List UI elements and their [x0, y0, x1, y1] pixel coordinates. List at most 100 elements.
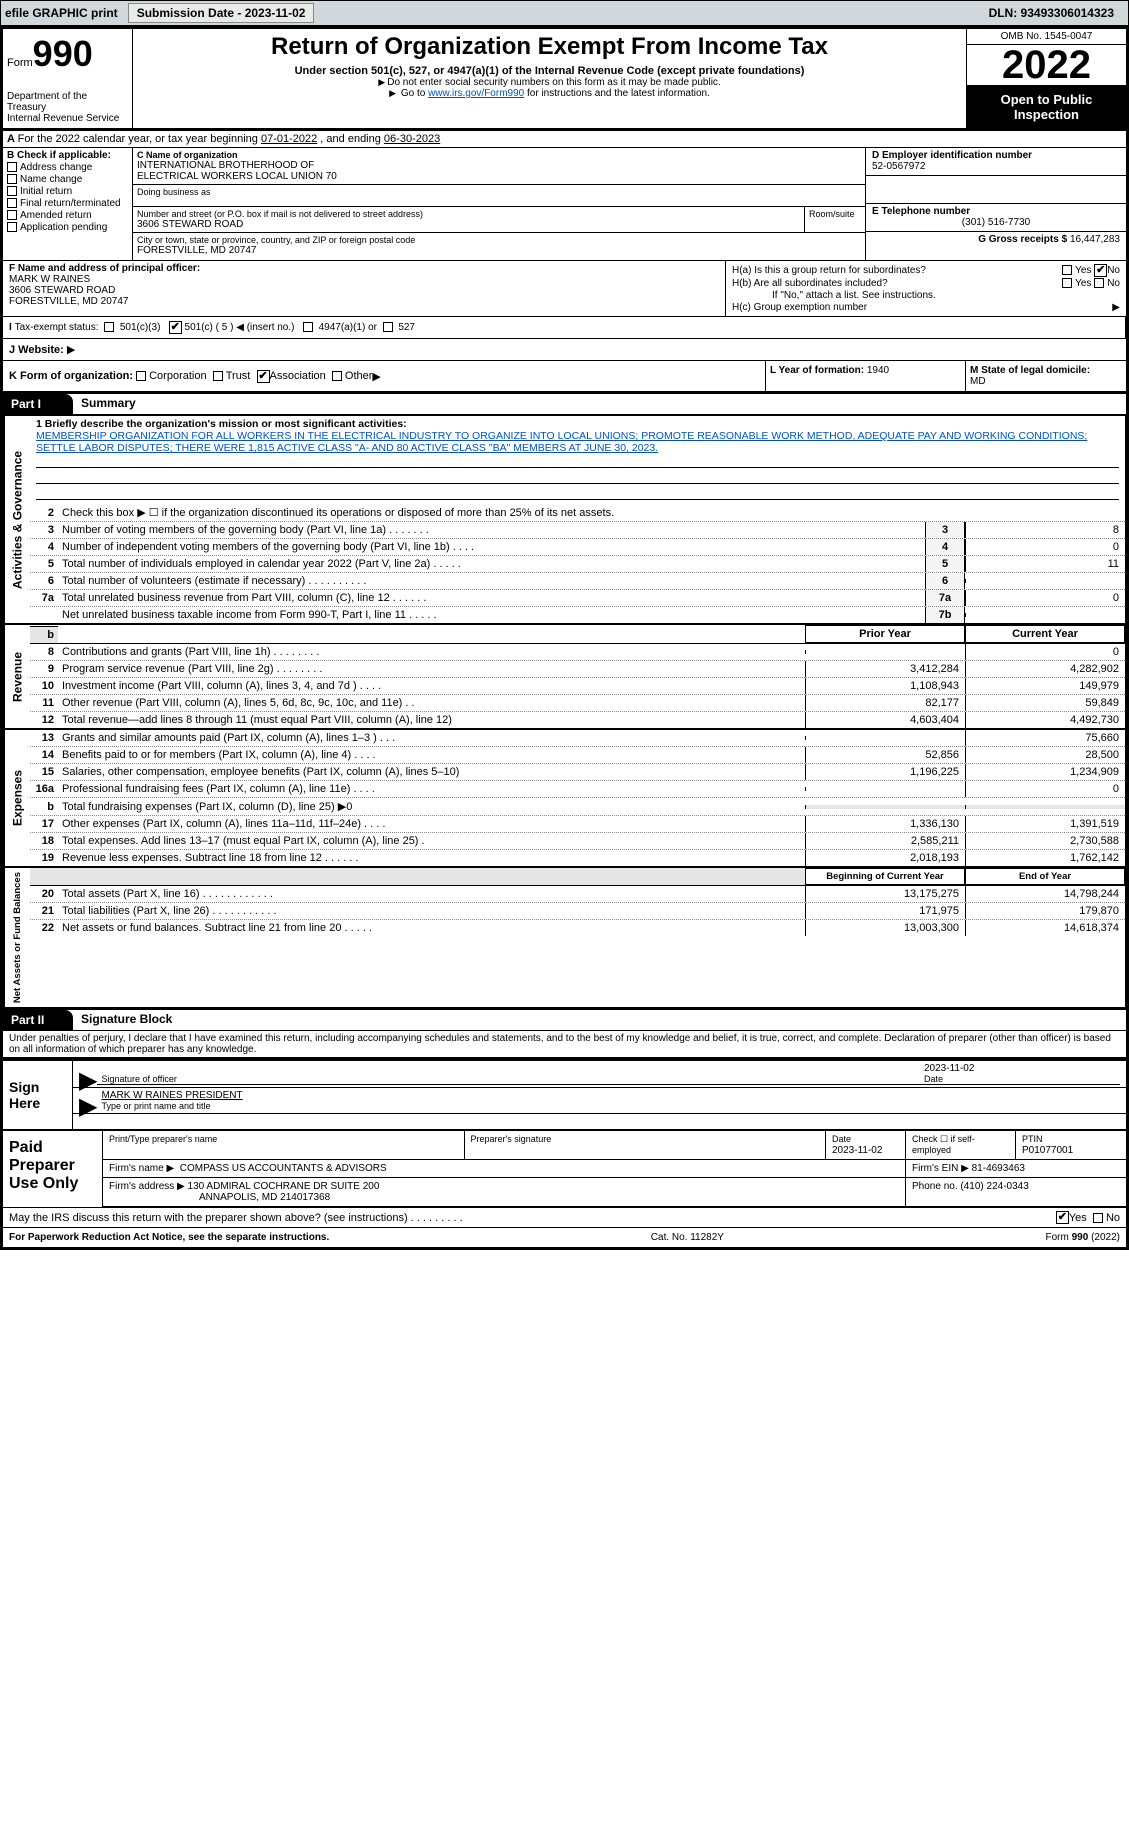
officer-name: MARK W RAINES [9, 274, 719, 285]
hb-no[interactable] [1094, 278, 1104, 288]
line-text: Grants and similar amounts paid (Part IX… [58, 730, 805, 746]
line-text: Total expenses. Add lines 13–17 (must eq… [58, 833, 805, 849]
line-text: Number of independent voting members of … [58, 539, 925, 555]
hb-yes[interactable] [1062, 278, 1072, 288]
firm-ein: 81-4693463 [972, 1163, 1025, 1174]
current-value: 1,234,909 [965, 764, 1125, 780]
line-text: Total assets (Part X, line 16) . . . . .… [58, 886, 805, 902]
firm-name: COMPASS US ACCOUNTANTS & ADVISORS [180, 1163, 387, 1174]
form-number: 990 [33, 33, 93, 74]
ha-yes[interactable] [1062, 265, 1072, 275]
street-label: Number and street (or P.O. box if mail i… [137, 209, 800, 219]
cb-other[interactable] [332, 371, 342, 381]
cb-trust[interactable] [213, 371, 223, 381]
ptin-value: P01077001 [1022, 1145, 1073, 1156]
c-name-label: C Name of organization [137, 150, 861, 160]
prior-value [805, 650, 965, 654]
room-label: Room/suite [809, 209, 861, 219]
state-domicile: MD [970, 376, 986, 387]
ty-begin: 07-01-2022 [261, 133, 317, 145]
hb-label: H(b) Are all subordinates included? [732, 278, 888, 289]
prior-value: 171,975 [805, 903, 965, 919]
d-ein-label: D Employer identification number [872, 150, 1120, 161]
form-word: Form [7, 57, 33, 69]
officer-name-title: MARK W RAINES PRESIDENT [101, 1090, 1116, 1101]
form-header: Form990 Department of the Treasury Inter… [3, 29, 1126, 131]
tax-exempt-status: I Tax-exempt status: 501(c)(3) ✔ 501(c) … [3, 317, 1126, 338]
line-box-no: 4 [925, 539, 965, 555]
street-value: 3606 STEWARD ROAD [137, 219, 800, 230]
cb-527[interactable] [383, 322, 393, 332]
part-ii-title: Signature Block [73, 1010, 180, 1030]
submission-date-button[interactable]: Submission Date - 2023-11-02 [128, 3, 315, 23]
dln-label: DLN: 93493306014323 [989, 6, 1114, 20]
hc-label: H(c) Group exemption number [732, 302, 867, 313]
sign-here-label: Sign Here [3, 1061, 73, 1129]
prior-value [805, 736, 965, 740]
cb-amended[interactable]: Amended return [7, 210, 128, 221]
sig-date-label: Date [924, 1074, 1116, 1084]
prior-value [805, 787, 965, 791]
cb-initial-return[interactable]: Initial return [7, 186, 128, 197]
cb-app-pending[interactable]: Application pending [7, 222, 128, 233]
line-text: Number of voting members of the governin… [58, 522, 925, 538]
line-value [965, 613, 1125, 617]
cb-name-change[interactable]: Name change [7, 174, 128, 185]
ty-end: 06-30-2023 [384, 133, 440, 145]
firm-addr2: ANNAPOLIS, MD 214017368 [109, 1192, 330, 1203]
line-box-no: 7a [925, 590, 965, 606]
cb-501c3[interactable] [104, 322, 114, 332]
line-text: Salaries, other compensation, employee b… [58, 764, 805, 780]
current-value: 0 [965, 644, 1125, 660]
mission-text[interactable]: MEMBERSHIP ORGANIZATION FOR ALL WORKERS … [36, 430, 1119, 454]
dept-treasury: Department of the Treasury [7, 91, 128, 113]
year-formation: 1940 [867, 365, 889, 376]
line-text: Benefits paid to or for members (Part IX… [58, 747, 805, 763]
open-inspection: Open to Public Inspection [967, 86, 1126, 128]
prior-value: 82,177 [805, 695, 965, 711]
discuss-yes[interactable]: ✔ [1056, 1211, 1069, 1224]
ha-no[interactable]: ✔ [1094, 264, 1107, 277]
officer-addr2: FORESTVILLE, MD 20747 [9, 296, 719, 307]
firm-phone: (410) 224-0343 [960, 1181, 1028, 1192]
phone-value: (301) 516-7730 [872, 217, 1120, 228]
current-value: 1,391,519 [965, 816, 1125, 832]
cb-501c[interactable]: ✔ [169, 321, 182, 334]
efile-top-bar: efile GRAPHIC print Submission Date - 20… [0, 0, 1129, 26]
self-employed-check[interactable]: Check ☐ if self-employed [906, 1131, 1016, 1159]
org-name-1: INTERNATIONAL BROTHERHOOD OF [137, 160, 861, 171]
current-value: 4,282,902 [965, 661, 1125, 677]
form-of-org: K Form of organization: Corporation Trus… [3, 361, 766, 391]
sig-arrow2-icon: ▶ [79, 1102, 97, 1112]
paid-preparer-label: Paid Preparer Use Only [3, 1131, 103, 1207]
irs-link[interactable]: www.irs.gov/Form990 [428, 88, 524, 99]
cb-assoc[interactable]: ✔ [257, 370, 270, 383]
cb-final-return[interactable]: Final return/terminated [7, 198, 128, 209]
prior-value: 2,018,193 [805, 850, 965, 866]
current-value: 0 [965, 781, 1125, 797]
line-text: Contributions and grants (Part VIII, lin… [58, 644, 805, 660]
sig-date: 2023-11-02 [924, 1063, 1116, 1074]
cat-no: Cat. No. 11282Y [651, 1232, 724, 1243]
cb-address-change[interactable]: Address change [7, 162, 128, 173]
side-expenses: Expenses [4, 730, 30, 866]
firm-addr1: 130 ADMIRAL COCHRANE DR SUITE 200 [188, 1181, 380, 1192]
side-net-assets: Net Assets or Fund Balances [4, 868, 30, 1007]
discuss-no[interactable] [1093, 1213, 1103, 1223]
cb-corp[interactable] [136, 371, 146, 381]
hb-note: If "No," attach a list. See instructions… [732, 290, 1120, 301]
penalty-text: Under penalties of perjury, I declare th… [3, 1031, 1126, 1058]
e-phone-label: E Telephone number [872, 206, 1120, 217]
cb-4947[interactable] [303, 322, 313, 332]
f-label: F Name and address of principal officer: [9, 263, 719, 274]
discuss-text: May the IRS discuss this return with the… [9, 1212, 1056, 1224]
current-value: 149,979 [965, 678, 1125, 694]
mission-label: 1 Briefly describe the organization's mi… [36, 418, 1119, 430]
gross-receipts-value: 16,447,283 [1070, 234, 1120, 245]
line-value [965, 579, 1125, 583]
prior-value: 3,412,284 [805, 661, 965, 677]
form-subtitle: Under section 501(c), 527, or 4947(a)(1)… [139, 65, 960, 77]
hdr-eoy: End of Year [965, 868, 1125, 885]
hdr-prior-year: Prior Year [805, 625, 965, 643]
line-text: Total number of individuals employed in … [58, 556, 925, 572]
